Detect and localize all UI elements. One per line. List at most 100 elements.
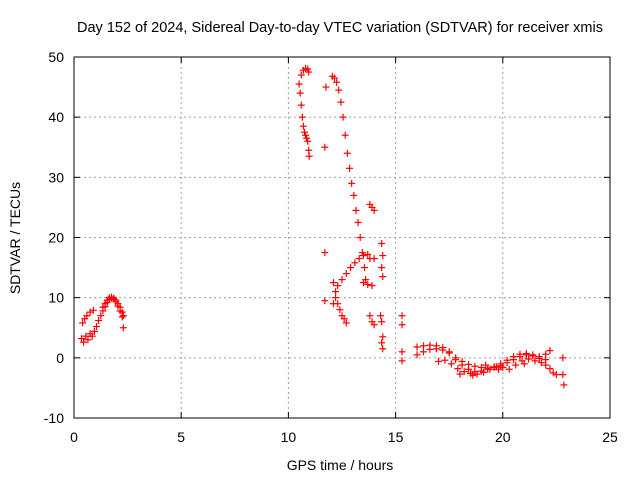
data-point xyxy=(441,356,449,364)
data-point xyxy=(304,137,312,145)
data-point xyxy=(119,324,127,332)
data-point xyxy=(452,356,460,364)
data-point xyxy=(341,131,349,139)
data-point xyxy=(460,368,468,376)
data-point xyxy=(398,348,406,356)
data-point xyxy=(303,134,311,142)
data-point xyxy=(537,359,545,367)
data-point xyxy=(350,191,358,199)
data-point xyxy=(398,357,406,365)
data-point xyxy=(329,279,337,287)
data-point xyxy=(340,315,348,323)
data-point xyxy=(505,365,513,373)
y-tick-label: -10 xyxy=(44,410,64,426)
data-point xyxy=(454,365,462,373)
data-point xyxy=(99,303,107,311)
data-point xyxy=(377,312,385,320)
data-point xyxy=(510,353,518,361)
data-point xyxy=(321,249,329,257)
data-point xyxy=(499,363,507,371)
data-point xyxy=(332,288,340,296)
data-point xyxy=(88,332,96,340)
chart-title: Day 152 of 2024, Sidereal Day-to-day VTE… xyxy=(77,20,603,36)
data-point xyxy=(355,255,363,263)
data-point xyxy=(338,276,346,284)
data-point xyxy=(321,143,329,151)
y-tick-label: 50 xyxy=(48,49,64,65)
data-point xyxy=(559,354,567,362)
data-point xyxy=(445,348,453,356)
data-point xyxy=(379,273,387,281)
data-point xyxy=(419,348,427,356)
data-point xyxy=(546,347,554,355)
data-point xyxy=(300,128,308,136)
data-points xyxy=(78,64,568,389)
data-point xyxy=(473,370,481,378)
data-point xyxy=(512,361,520,369)
data-point xyxy=(90,327,98,335)
data-point xyxy=(529,351,537,359)
data-point xyxy=(86,308,94,316)
data-point xyxy=(78,335,86,343)
data-point xyxy=(321,297,329,305)
data-point xyxy=(426,341,434,349)
data-point xyxy=(516,350,524,358)
data-point xyxy=(439,344,447,352)
data-point xyxy=(304,65,312,73)
data-point xyxy=(379,333,387,341)
data-point xyxy=(531,357,539,365)
data-point xyxy=(413,351,421,359)
data-point xyxy=(295,80,303,88)
data-point xyxy=(332,294,340,302)
data-point xyxy=(84,336,92,344)
data-point xyxy=(359,279,367,287)
x-tick-label: 0 xyxy=(70,429,78,445)
data-point xyxy=(497,360,505,368)
grid xyxy=(74,57,610,418)
data-point xyxy=(379,345,387,353)
data-point xyxy=(522,350,530,358)
data-point xyxy=(348,179,356,187)
data-point xyxy=(525,355,533,363)
data-point xyxy=(80,338,88,346)
data-point xyxy=(299,122,307,130)
data-point xyxy=(112,296,120,304)
data-point xyxy=(83,312,91,320)
data-point xyxy=(535,353,543,361)
data-point xyxy=(297,101,305,109)
data-point xyxy=(101,300,109,308)
data-point xyxy=(298,113,306,121)
data-point xyxy=(378,339,386,347)
data-point xyxy=(89,306,97,314)
data-point xyxy=(351,259,359,267)
data-point xyxy=(378,264,386,272)
data-point xyxy=(546,365,554,373)
data-point xyxy=(434,357,442,365)
data-point xyxy=(370,255,378,263)
x-tick-label: 5 xyxy=(177,429,185,445)
data-point xyxy=(297,71,305,79)
data-point xyxy=(336,306,344,314)
data-point xyxy=(296,89,304,97)
data-point xyxy=(333,78,341,86)
y-tick-label: 0 xyxy=(56,350,64,366)
data-point xyxy=(364,250,372,258)
data-point xyxy=(370,206,378,214)
y-tick-label: 20 xyxy=(48,230,64,246)
data-point xyxy=(370,321,378,329)
data-point xyxy=(482,361,490,369)
data-point xyxy=(334,282,342,290)
data-point xyxy=(97,312,105,320)
data-point xyxy=(378,240,386,248)
data-point xyxy=(302,131,310,139)
data-point xyxy=(398,321,406,329)
y-tick-label: 10 xyxy=(48,290,64,306)
data-point xyxy=(305,152,313,160)
y-tick-label: 30 xyxy=(48,169,64,185)
data-point xyxy=(342,319,350,327)
data-point xyxy=(82,332,90,340)
data-point xyxy=(347,264,355,272)
data-point xyxy=(560,381,568,389)
data-point xyxy=(364,280,372,288)
data-point xyxy=(354,218,362,226)
